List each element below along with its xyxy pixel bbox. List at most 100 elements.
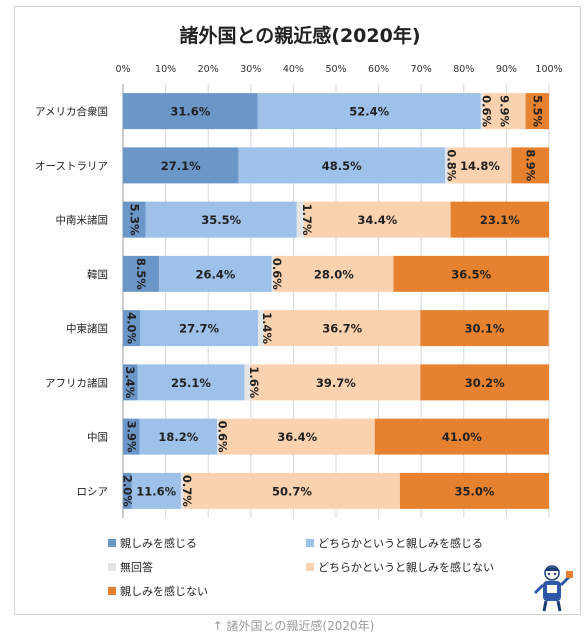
bar-segment <box>217 418 220 455</box>
bar-segment <box>483 93 526 130</box>
category-label: アフリカ諸国 <box>45 376 108 389</box>
bar-segment <box>445 147 449 184</box>
bar-segment <box>296 201 305 238</box>
x-tick-label: 60% <box>368 64 389 75</box>
x-tick-label: 90% <box>496 64 517 75</box>
legend-label: 親しみを感じる <box>120 537 197 550</box>
mascot-icon <box>533 565 573 612</box>
x-tick-label: 40% <box>283 64 304 75</box>
x-tick-label: 70% <box>411 64 432 75</box>
data-label: 11.6% <box>136 484 176 498</box>
bar-segment <box>393 255 549 292</box>
bar-segment <box>450 201 549 238</box>
data-label: 28.0% <box>314 267 354 281</box>
category-label: 韓国 <box>87 269 108 281</box>
bar-segment <box>448 147 512 184</box>
data-label: 35.0% <box>454 484 494 498</box>
data-label: 26.4% <box>195 267 235 281</box>
bar-segment <box>123 255 160 292</box>
stacked-bar-chart: 諸外国との親近感(2020年) 0% 10% 20% 30% 40% 50% 60% 70% 8… <box>35 24 563 598</box>
data-label: 36.7% <box>322 322 362 336</box>
legend-label: どちらかというと親しみを感じる <box>318 537 483 550</box>
category-label: 中南米諸国 <box>56 214 109 227</box>
data-label: 36.5% <box>451 267 491 281</box>
bar-segment <box>123 418 140 455</box>
bar-segment <box>525 93 549 130</box>
data-label: 23.1% <box>480 213 520 227</box>
data-label: 30.1% <box>465 322 505 336</box>
legend-label: 親しみを感じない <box>120 585 208 598</box>
bar-segment <box>123 147 239 184</box>
legend-swatch <box>306 563 314 571</box>
bar-segment <box>399 472 549 509</box>
bar-segment <box>180 472 184 509</box>
data-label: 5.5% <box>530 95 544 127</box>
data-label: 5.3% <box>127 204 141 236</box>
bar-segment <box>123 93 258 130</box>
category-label: オーストラリア <box>35 160 108 172</box>
bar-segment <box>480 93 484 130</box>
data-label: 35.5% <box>201 213 241 227</box>
data-label: 1.4% <box>260 312 274 344</box>
x-tick-label: 100% <box>535 64 562 75</box>
legend-label: 無回答 <box>120 560 153 574</box>
bar-segment <box>145 201 297 238</box>
bar-segment <box>511 147 549 184</box>
legend-swatch <box>108 587 116 595</box>
x-tick-label: 30% <box>240 64 261 75</box>
bar-segment <box>123 201 146 238</box>
x-tick-label: 10% <box>155 64 176 75</box>
data-label: 34.4% <box>357 213 397 227</box>
bar-segment <box>159 255 272 292</box>
bar-segment <box>258 310 265 347</box>
data-label: 0.6% <box>216 421 230 453</box>
data-label: 52.4% <box>349 105 389 119</box>
bar-segment <box>139 418 218 455</box>
bar-segment <box>264 310 421 347</box>
category-label: ロシア <box>77 486 109 498</box>
image-caption: ↑ 諸外国との親近感(2020年) <box>212 619 375 633</box>
data-label: 48.5% <box>322 159 362 173</box>
data-label: 27.7% <box>179 322 219 336</box>
data-labels: 31.6% 52.4% 0.6% 9.9% 5.5% 27.1% 48.5% 0.8% 14.8… <box>120 95 544 507</box>
data-label: 1.7% <box>300 204 314 236</box>
bar-segment <box>123 310 141 347</box>
data-label: 27.1% <box>161 159 201 173</box>
data-label: 31.6% <box>170 105 210 119</box>
data-label: 25.1% <box>171 376 211 390</box>
x-tick-label: 80% <box>453 64 474 75</box>
data-label: 3.9% <box>124 421 138 453</box>
bar-segment <box>137 364 245 401</box>
bar-segment <box>140 310 259 347</box>
bar-segment <box>183 472 400 509</box>
data-label: 0.7% <box>180 475 194 507</box>
legend-label: どちらかというと親しみを感じない <box>318 561 494 574</box>
data-label: 4.0% <box>125 312 139 344</box>
bar-segment <box>238 147 446 184</box>
data-label: 8.9% <box>523 149 537 181</box>
bars <box>123 93 549 509</box>
bar-segment <box>219 418 375 455</box>
data-label: 50.7% <box>272 484 312 498</box>
bar-segment <box>420 364 549 401</box>
category-label: アメリカ合衆国 <box>35 105 108 118</box>
bar-segment <box>271 255 275 292</box>
data-label: 39.7% <box>316 376 356 390</box>
bar-segment <box>131 472 181 509</box>
data-label: 0.8% <box>444 149 458 181</box>
legend-swatch <box>306 539 314 547</box>
bar-segment <box>123 472 132 509</box>
data-label: 3.4% <box>123 366 137 398</box>
bar-segment <box>274 255 394 292</box>
bar-segment <box>244 364 252 401</box>
data-label: 0.6% <box>479 95 493 127</box>
data-label: 18.2% <box>158 430 198 444</box>
bar-segment <box>304 201 451 238</box>
data-label: 2.0% <box>120 475 134 507</box>
x-axis-ticks: 0% 10% 20% 30% 40% 50% 60% 70% 80% 90% 100% <box>115 64 562 75</box>
data-label: 0.6% <box>270 258 284 290</box>
bar-segment <box>257 93 481 130</box>
legend-swatch <box>108 563 116 571</box>
